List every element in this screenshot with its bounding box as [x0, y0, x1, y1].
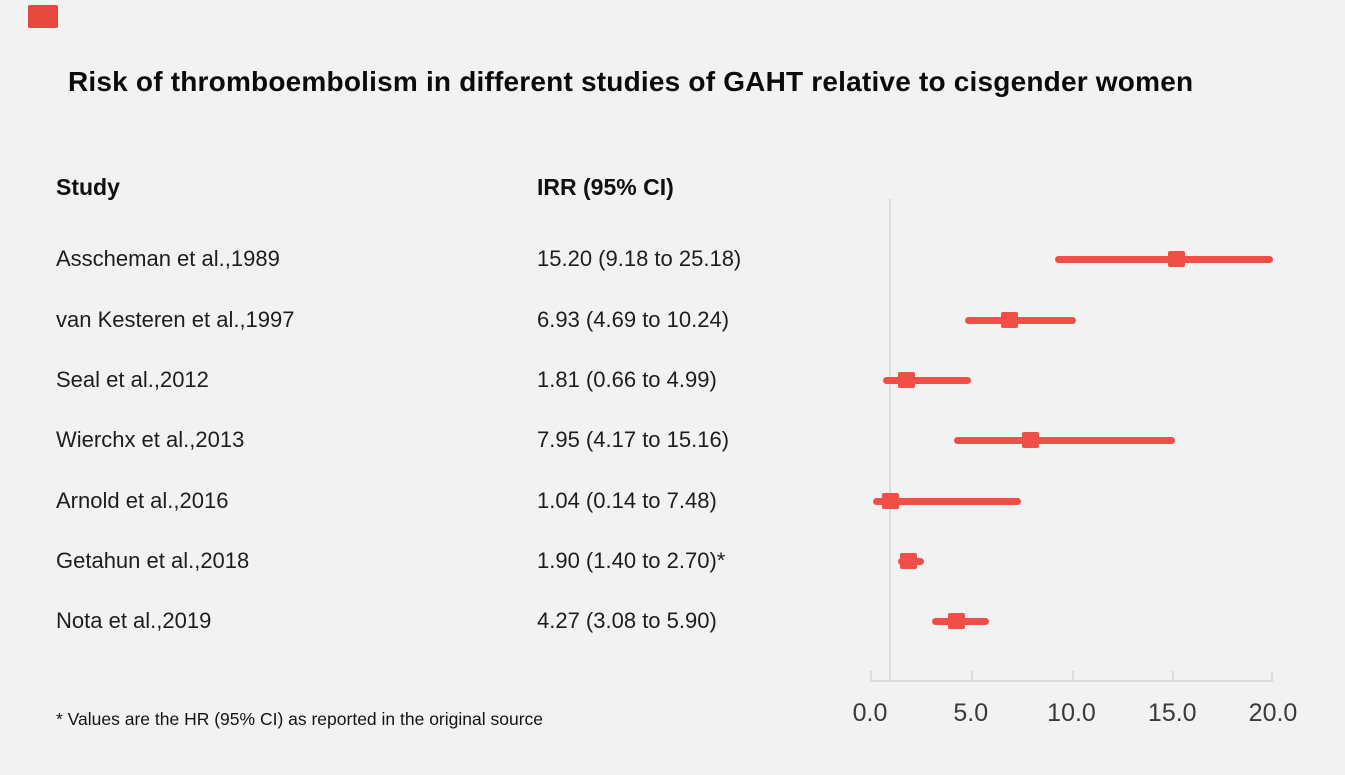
study-label: Seal et al.,2012	[56, 367, 209, 392]
point-estimate-marker	[1167, 251, 1185, 267]
page-title: Risk of thromboembolism in different stu…	[68, 66, 1194, 97]
irr-value: 4.27 (3.08 to 5.90)	[537, 608, 717, 633]
ci-line	[964, 316, 1077, 324]
reference-line	[889, 199, 892, 682]
irr-value: 1.90 (1.40 to 2.70)*	[537, 548, 726, 573]
x-tick	[1071, 671, 1074, 682]
x-tick-label: 15.0	[1147, 699, 1197, 727]
study-label: Arnold et al.,2016	[56, 488, 229, 513]
study-label: van Kesteren et al.,1997	[56, 307, 295, 332]
study-label: Wierchx et al.,2013	[56, 427, 245, 452]
point-estimate-marker	[1001, 312, 1019, 328]
irr-value: 7.95 (4.17 to 15.16)	[537, 427, 730, 452]
column-header-study: Study	[56, 174, 120, 200]
ci-line	[883, 376, 971, 384]
point-estimate-marker	[882, 493, 900, 509]
point-estimate-marker	[947, 613, 965, 629]
study-label: Asscheman et al.,1989	[56, 246, 280, 271]
irr-value: 15.20 (9.18 to 25.18)	[537, 246, 742, 271]
irr-value: 1.04 (0.14 to 7.48)	[537, 488, 717, 513]
study-label: Nota et al.,2019	[56, 608, 212, 633]
x-tick	[870, 671, 872, 682]
point-estimate-marker	[899, 553, 917, 569]
x-tick	[1271, 671, 1273, 682]
study-label: Getahun et al.,2018	[56, 548, 250, 573]
column-header-irr: IRR (95% CI)	[537, 174, 674, 200]
x-tick-label: 0.0	[852, 699, 888, 727]
point-estimate-marker	[1021, 432, 1039, 448]
x-tick-label: 10.0	[1047, 699, 1096, 727]
footnote: * Values are the HR (95% CI) as reported…	[56, 709, 544, 729]
irr-value: 6.93 (4.69 to 10.24)	[537, 307, 730, 332]
x-tick-label: 5.0	[953, 699, 989, 727]
forest-plot	[870, 199, 1273, 682]
ci-line	[1054, 255, 1273, 263]
x-tick	[1172, 671, 1175, 682]
ci-line	[872, 497, 1021, 505]
irr-value: 1.81 (0.66 to 4.99)	[537, 367, 717, 392]
point-estimate-marker	[897, 372, 915, 388]
ci-line	[954, 436, 1176, 444]
x-tick	[970, 671, 973, 682]
x-tick-label: 20.0	[1248, 699, 1298, 727]
brand-mark	[28, 5, 58, 28]
